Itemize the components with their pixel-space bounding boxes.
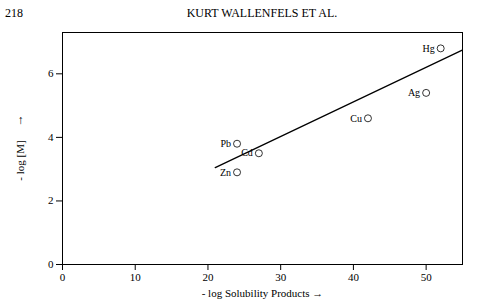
svg-text:Ag: Ag <box>408 87 420 98</box>
html-text:KURT WALLENFELS ET AL.: KURT WALLENFELS ET AL. <box>186 6 338 20</box>
html-text:218: 218 <box>5 6 23 20</box>
svg-text:Cu: Cu <box>350 113 362 124</box>
svg-text:50: 50 <box>421 271 433 283</box>
svg-text:Zn: Zn <box>220 167 231 178</box>
svg-text:30: 30 <box>275 271 287 283</box>
svg-text:10: 10 <box>130 271 142 283</box>
svg-text:0: 0 <box>60 271 66 283</box>
svg-text:Hg: Hg <box>422 43 434 54</box>
svg-text:2: 2 <box>48 194 54 206</box>
svg-text:↑: ↑ <box>18 113 24 127</box>
svg-text:20: 20 <box>202 271 214 283</box>
svg-text:6: 6 <box>48 67 54 79</box>
svg-text:Pb: Pb <box>220 138 231 149</box>
svg-text:Cd: Cd <box>241 147 253 158</box>
svg-text:0: 0 <box>48 258 54 270</box>
svg-text:40: 40 <box>348 271 360 283</box>
svg-text:- log [M]: - log [M] <box>14 140 26 180</box>
svg-text:- log Solubility Products →: - log Solubility Products → <box>202 287 324 299</box>
svg-text:4: 4 <box>48 131 54 143</box>
